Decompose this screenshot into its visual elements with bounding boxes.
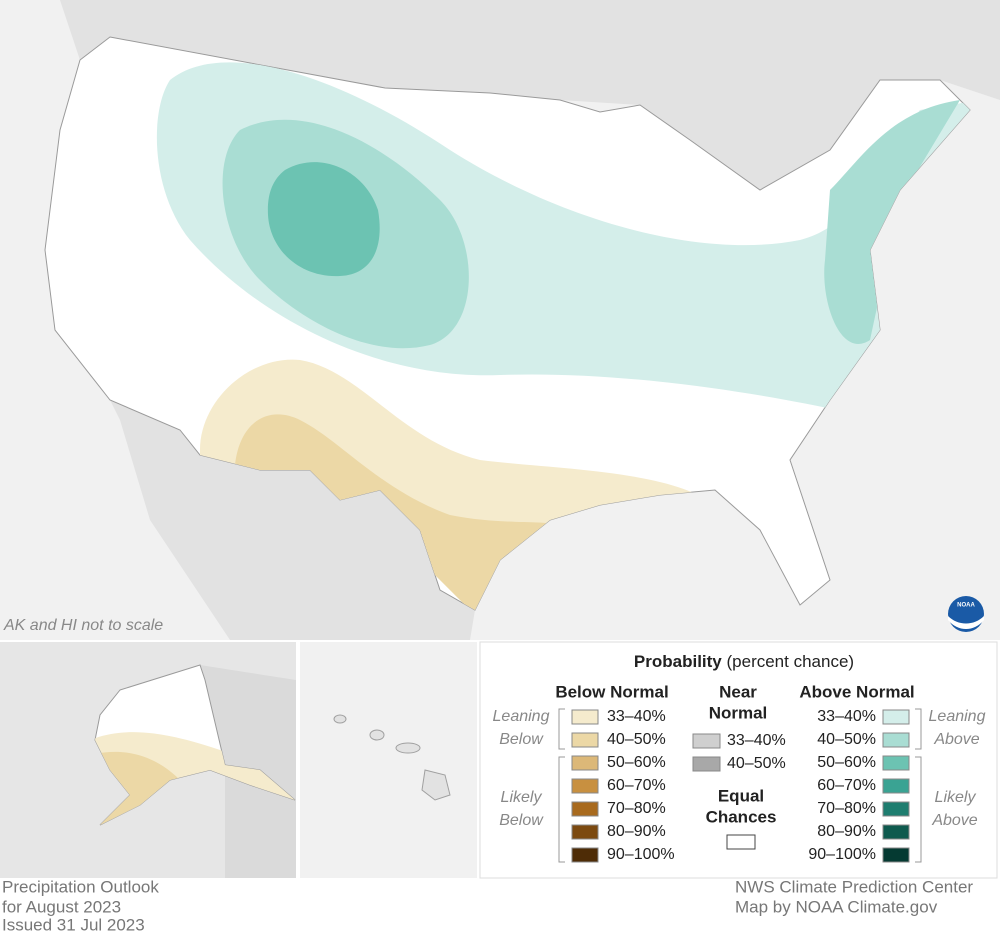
leaning-above-2: Above: [933, 731, 979, 748]
equal-chances-1: Equal: [718, 786, 764, 805]
near-heading-1: Near: [719, 682, 757, 701]
near-heading-2: Normal: [709, 703, 768, 722]
leaning-below-1: Leaning: [493, 708, 550, 725]
footer-left-2: for August 2023: [2, 897, 121, 916]
bracket: [915, 708, 922, 750]
legend-swatch: [882, 755, 910, 771]
footer-right-2: Map by NOAA Climate.gov: [735, 897, 938, 916]
canada: [60, 0, 1000, 190]
legend-swatch: [882, 801, 910, 817]
legend-label: 90–100%: [607, 846, 675, 863]
legend-label: 70–80%: [607, 800, 666, 817]
hawaii-panel: [300, 642, 477, 878]
likely-above-2: Above: [931, 812, 977, 829]
equal-chances-swatch: [726, 834, 756, 850]
legend-swatch: [882, 709, 910, 725]
legend-swatch: [571, 824, 599, 840]
legend-swatch: [571, 732, 599, 748]
molokai-maui: [395, 742, 421, 754]
legend-label: 60–70%: [817, 777, 876, 794]
leaning-above-1: Leaning: [929, 708, 986, 725]
legend-label: 70–80%: [817, 800, 876, 817]
leaning-below-2: Below: [499, 731, 544, 748]
legend-label: 50–60%: [817, 754, 876, 771]
bracket: [558, 708, 565, 750]
legend-label: 80–90%: [817, 823, 876, 840]
legend-label: 40–50%: [727, 755, 786, 772]
outlook-shading: [156, 62, 970, 610]
legend-label: 50–60%: [607, 754, 666, 771]
legend-swatch: [882, 732, 910, 748]
above-core-area: [267, 162, 380, 277]
scale-note: AK and HI not to scale: [3, 617, 163, 634]
legend-label: 40–50%: [817, 731, 876, 748]
likely-above-1: Likely: [935, 789, 977, 806]
legend-label: 33–40%: [727, 732, 786, 749]
legend-label: 60–70%: [607, 777, 666, 794]
noaa-logo-wave: [948, 616, 984, 629]
big-island: [421, 769, 451, 801]
legend-title-line: Probability (percent chance): [634, 652, 854, 671]
leaning-below-area: [200, 359, 720, 610]
equal-chances-2: Chances: [706, 807, 777, 826]
legend-swatch: [571, 709, 599, 725]
legend-swatch: [571, 778, 599, 794]
legend-swatch: [882, 778, 910, 794]
bracket: [915, 756, 922, 863]
legend-label: 90–100%: [808, 846, 876, 863]
bracket: [558, 756, 565, 863]
legend-label: 33–40%: [607, 708, 666, 725]
legend-label: 80–90%: [607, 823, 666, 840]
above-heading: Above Normal: [799, 682, 914, 701]
legend-label: 33–40%: [817, 708, 876, 725]
legend-swatch: [571, 801, 599, 817]
legend-label: 40–50%: [607, 731, 666, 748]
footer-left-1: Precipitation Outlook: [2, 877, 159, 896]
legend-swatch: [692, 733, 721, 749]
footer-right-1: NWS Climate Prediction Center: [735, 877, 973, 896]
likely-below-2: Below: [499, 812, 544, 829]
legend-swatch: [692, 756, 721, 772]
footer-left-3: Issued 31 Jul 2023: [2, 915, 145, 934]
legend-swatch: [882, 847, 910, 863]
noaa-logo-text: NOAA: [957, 603, 975, 609]
likely-below-1: Likely: [501, 789, 543, 806]
legend-swatch: [571, 847, 599, 863]
legend-subtitle: (percent chance): [727, 652, 855, 671]
below-heading: Below Normal: [555, 682, 668, 701]
legend-swatch: [571, 755, 599, 771]
oahu: [369, 729, 385, 741]
hawaii: [333, 714, 451, 801]
mexico: [110, 400, 475, 640]
legend-brackets: [558, 708, 922, 863]
legend-swatch: [882, 824, 910, 840]
kauai: [333, 714, 347, 724]
legend-title: Probability: [634, 652, 722, 671]
